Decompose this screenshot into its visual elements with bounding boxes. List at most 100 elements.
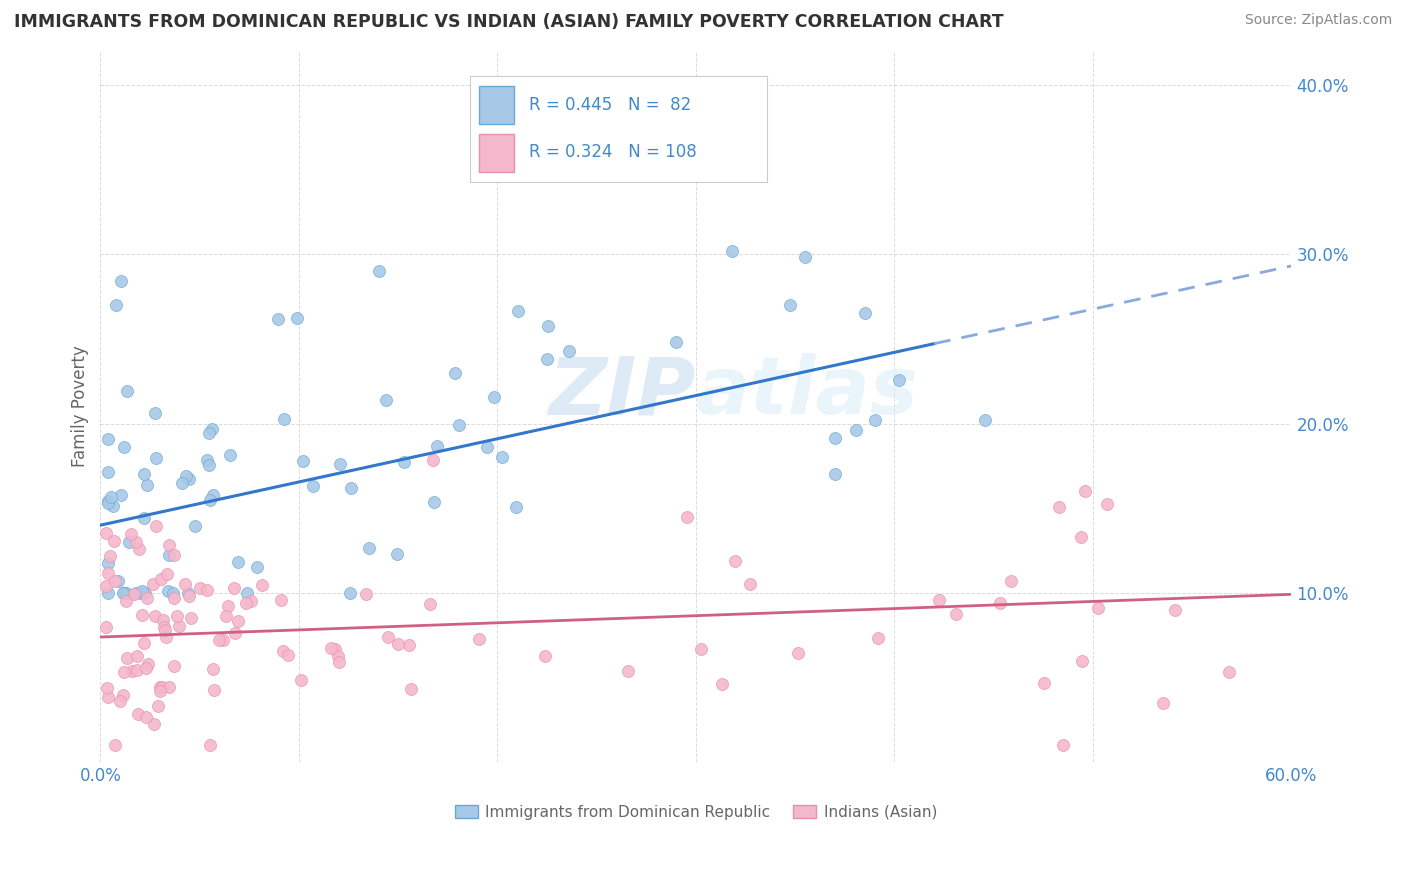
Point: [110, 488, 132, 502]
Point: [1152, 696, 1174, 710]
Point: [710, 676, 733, 690]
Point: [115, 586, 138, 600]
Point: [103, 574, 125, 589]
Point: [157, 681, 180, 695]
Point: [328, 655, 350, 669]
Point: [97, 496, 120, 510]
Point: [224, 626, 246, 640]
Point: [536, 351, 558, 366]
Point: [145, 518, 167, 533]
Point: [419, 597, 441, 611]
Point: [143, 406, 166, 420]
Point: [277, 648, 299, 663]
Point: [267, 312, 290, 326]
Point: [1074, 483, 1097, 498]
Point: [97, 493, 120, 508]
Point: [357, 541, 380, 555]
Point: [863, 412, 886, 426]
Point: [887, 373, 910, 387]
Point: [125, 663, 148, 677]
Point: [845, 423, 868, 437]
Point: [132, 636, 155, 650]
Point: [558, 343, 581, 358]
Point: [135, 709, 157, 723]
Point: [125, 534, 148, 549]
Point: [150, 573, 173, 587]
Point: [136, 657, 159, 671]
Point: [236, 586, 259, 600]
Point: [96, 526, 118, 541]
Point: [224, 581, 246, 595]
Point: [290, 673, 312, 687]
Point: [271, 644, 294, 658]
Point: [163, 591, 186, 605]
Point: [149, 683, 172, 698]
Point: [112, 689, 135, 703]
Point: [104, 298, 127, 312]
Point: [689, 642, 711, 657]
Point: [177, 586, 200, 600]
Point: [1070, 654, 1092, 668]
Point: [482, 390, 505, 404]
Point: [96, 619, 118, 633]
Point: [491, 450, 513, 465]
Point: [97, 432, 120, 446]
Point: [198, 458, 221, 472]
Point: [122, 587, 145, 601]
Point: [824, 431, 846, 445]
Point: [150, 680, 173, 694]
Point: [202, 488, 225, 502]
Point: [928, 593, 950, 607]
Point: [270, 593, 292, 607]
Point: [145, 450, 167, 465]
Point: [794, 250, 817, 264]
Point: [118, 535, 141, 549]
Text: ZIP: ZIP: [548, 353, 696, 432]
Point: [96, 681, 118, 695]
Point: [142, 717, 165, 731]
Point: [170, 476, 193, 491]
Point: [97, 690, 120, 704]
Point: [198, 493, 221, 508]
Point: [97, 465, 120, 479]
Point: [157, 538, 180, 552]
Point: [131, 583, 153, 598]
Point: [114, 586, 136, 600]
Point: [1095, 497, 1118, 511]
Point: [136, 478, 159, 492]
Point: [385, 547, 408, 561]
Point: [149, 680, 172, 694]
Legend: Immigrants from Dominican Republic, Indians (Asian): Immigrants from Dominican Republic, Indi…: [449, 798, 943, 826]
Point: [339, 481, 361, 495]
Point: [443, 366, 465, 380]
Point: [111, 586, 134, 600]
Point: [131, 608, 153, 623]
Point: [143, 609, 166, 624]
Point: [166, 609, 188, 624]
Point: [235, 596, 257, 610]
Point: [779, 298, 801, 312]
Point: [103, 533, 125, 548]
Point: [368, 264, 391, 278]
Point: [115, 593, 138, 607]
Point: [855, 305, 877, 319]
Point: [319, 640, 342, 655]
Point: [226, 555, 249, 569]
Point: [195, 583, 218, 598]
Point: [183, 519, 205, 533]
Point: [112, 665, 135, 679]
Point: [246, 559, 269, 574]
Point: [329, 457, 352, 471]
Point: [132, 511, 155, 525]
Point: [945, 607, 967, 621]
Point: [239, 594, 262, 608]
Point: [101, 500, 124, 514]
Point: [398, 638, 420, 652]
Point: [108, 694, 131, 708]
Point: [824, 467, 846, 481]
Point: [537, 318, 560, 333]
Point: [125, 586, 148, 600]
Point: [1047, 500, 1070, 514]
Point: [156, 566, 179, 581]
Point: [218, 448, 240, 462]
